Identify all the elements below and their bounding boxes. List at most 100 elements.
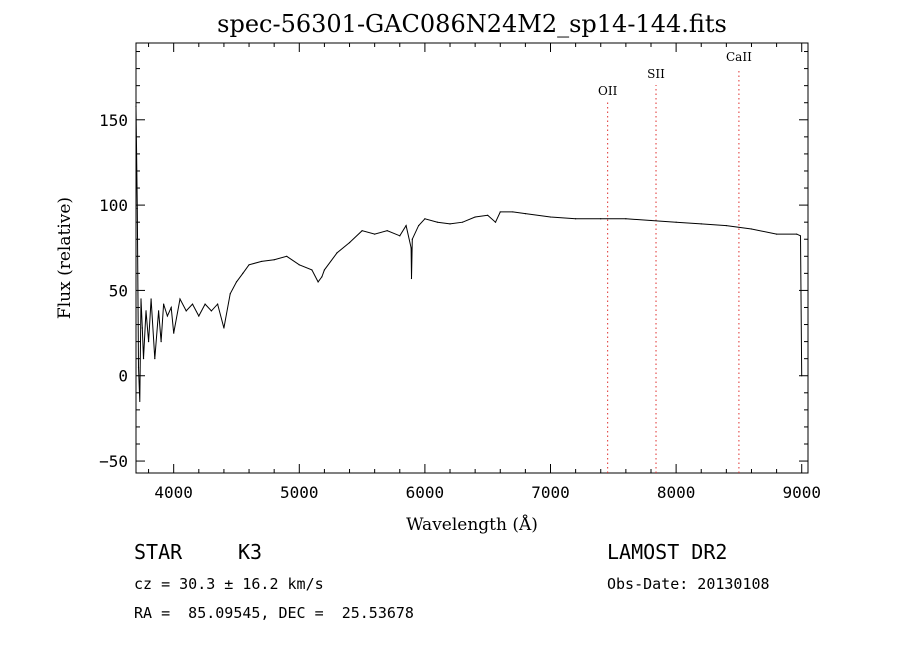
spectrum-point	[374, 233, 376, 235]
spectrum-point	[248, 264, 250, 266]
spectrum-point	[185, 310, 187, 312]
y-tick-label: 0	[118, 367, 128, 386]
spectrum-point	[348, 242, 351, 244]
spectrum-point	[796, 233, 798, 235]
spectrum-point	[145, 310, 147, 312]
x-axis-label: Wavelength (Å)	[406, 514, 538, 535]
x-tick-label: 9000	[782, 483, 821, 502]
x-tick-label: 4000	[154, 483, 193, 502]
spectrum-point	[191, 303, 194, 305]
spectrum-point	[575, 218, 577, 220]
spectrum-point	[158, 310, 160, 312]
axis-ticks	[136, 43, 808, 473]
spectrum-point	[173, 332, 175, 334]
spectrum-point	[474, 216, 476, 218]
spectrum-point	[150, 298, 152, 300]
object-class: STAR	[134, 540, 183, 564]
series-group	[135, 105, 803, 402]
spectrum-point	[311, 269, 313, 271]
spectrum-point	[242, 272, 244, 274]
spectrum-point	[317, 281, 319, 283]
spectrum-point	[298, 264, 300, 266]
spectrum-point	[405, 224, 407, 227]
spectrum-point	[139, 400, 141, 402]
spectrum-point	[801, 375, 803, 377]
spectrum-point	[361, 230, 363, 232]
object-subclass: K3	[238, 540, 263, 564]
spectrum-point	[410, 247, 412, 249]
spectrum-point	[160, 341, 162, 343]
line-marker-label: CaII	[726, 50, 752, 64]
y-tick-label: −50	[99, 452, 128, 471]
spectrum-point	[494, 221, 497, 223]
spectrum-point	[424, 218, 426, 220]
spectrum-point	[799, 235, 802, 237]
obs-date: Obs-Date: 20130108	[607, 575, 770, 593]
spectrum-point	[625, 218, 627, 220]
tick-labels: 4000 5000 6000 7000 8000 9000 −50 0 50 100 150	[99, 111, 821, 502]
spectrum-point	[210, 310, 212, 312]
spectrum-point	[386, 230, 388, 232]
redshift-cz: cz = 30.3 ± 16.2 km/s	[134, 575, 324, 593]
spectrum-point	[524, 213, 526, 215]
plot-frame	[135, 42, 809, 474]
spectrum-point	[136, 207, 138, 210]
spectrum-point	[775, 233, 778, 235]
spectrum-point	[141, 327, 143, 329]
spectrum-point	[163, 303, 165, 305]
spectrum-point	[461, 221, 464, 223]
spectrum-point	[336, 252, 338, 254]
spectrum-point	[418, 224, 420, 227]
y-tick-label: 150	[99, 111, 128, 130]
spectrum-point	[600, 218, 602, 220]
line-marker-label: SII	[647, 67, 665, 81]
spectrum-point	[321, 276, 323, 278]
spectrum-point	[235, 281, 238, 283]
spectrum-point	[140, 298, 142, 300]
chart-title: spec-56301-GAC086N24M2_sp14-144.fits	[217, 10, 727, 38]
spectrum-point	[411, 238, 413, 240]
spectrum-point	[135, 105, 137, 107]
spectrum-point	[487, 214, 489, 216]
spectrum-point	[286, 255, 288, 257]
spectrum-point	[142, 358, 145, 360]
spectrum-point	[323, 269, 326, 271]
spectrum-point	[273, 259, 275, 261]
x-tick-label: 6000	[406, 483, 445, 502]
spectrum-point	[399, 235, 401, 237]
spectrum-point	[223, 327, 225, 329]
spectrum-point	[549, 216, 552, 218]
spectrum-point	[675, 221, 677, 223]
y-axis-label: Flux (relative)	[55, 197, 75, 319]
spectrum-point	[229, 293, 231, 295]
spectrum-point	[700, 223, 702, 225]
spectrum-point	[410, 277, 413, 280]
spectrum-point	[512, 211, 514, 213]
spectrum-point	[137, 366, 140, 368]
x-tick-label: 8000	[657, 483, 696, 502]
spectrum-point	[217, 303, 219, 305]
spectrum-point	[166, 315, 169, 317]
x-tick-label: 5000	[280, 483, 319, 502]
spectrum-point	[198, 315, 200, 317]
spectrum-point	[154, 358, 156, 360]
spectrum-point	[170, 306, 172, 309]
spectrum-point	[499, 211, 501, 213]
spectrum-point	[650, 219, 652, 222]
spectrum-point	[750, 228, 753, 230]
spectrum-point	[179, 298, 181, 300]
spectrum-point	[449, 223, 451, 225]
spectrum-series-line	[135, 106, 803, 402]
y-tick-label: 50	[109, 281, 128, 300]
ra-dec-coordinates: RA = 85.09545, DEC = 25.53678	[134, 604, 414, 622]
spectrum-point	[147, 341, 150, 343]
line-markers: OII SII CaII	[598, 50, 752, 473]
line-marker-label: OII	[598, 84, 618, 98]
spectrum-point	[204, 303, 206, 305]
survey-name: LAMOST DR2	[607, 540, 728, 564]
x-tick-label: 7000	[531, 483, 570, 502]
spectrum-point	[436, 221, 439, 223]
spectrum-point	[261, 260, 263, 263]
y-tick-label: 100	[99, 196, 128, 215]
